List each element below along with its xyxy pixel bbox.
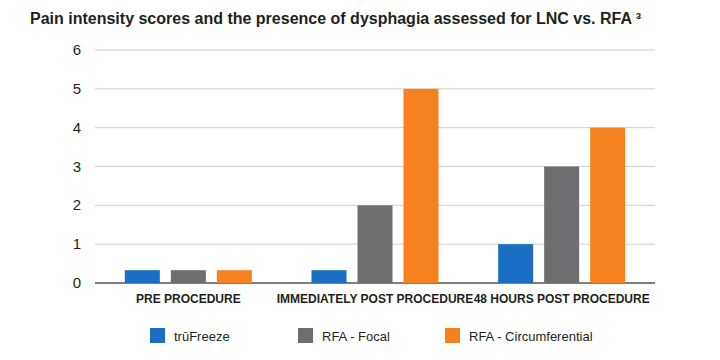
chart-container: Pain intensity scores and the presence o… — [0, 0, 720, 360]
y-tick-label: 0 — [73, 274, 81, 291]
bar — [217, 270, 252, 283]
bars — [125, 89, 625, 283]
y-tick-label: 2 — [73, 196, 81, 213]
y-tick-label: 3 — [73, 158, 81, 175]
bar — [590, 128, 625, 283]
legend-label: trūFreeze — [174, 329, 230, 344]
legend-label: RFA - Focal — [322, 329, 390, 344]
grid-line — [95, 127, 655, 128]
grid-line — [95, 50, 655, 51]
legend-swatch — [150, 328, 165, 343]
bar — [171, 270, 206, 283]
bar — [544, 167, 579, 284]
y-tick-label: 1 — [73, 235, 81, 252]
y-tick-label: 4 — [73, 119, 81, 136]
y-tick-label: 5 — [73, 80, 81, 97]
bar — [358, 205, 393, 283]
bar — [312, 270, 347, 283]
y-tick-label: 6 — [73, 41, 81, 58]
legend-swatch — [298, 328, 313, 343]
bar — [404, 89, 439, 283]
bar — [125, 270, 160, 283]
chart-svg: Pain intensity scores and the presence o… — [0, 0, 720, 360]
chart-title: Pain intensity scores and the presence o… — [30, 10, 641, 27]
x-tick-label: PRE PROCEDURE — [136, 292, 241, 306]
x-tick-label: 48 HOURS POST PROCEDURE — [474, 292, 650, 306]
bar — [498, 244, 533, 283]
grid-line — [95, 88, 655, 89]
grid — [95, 50, 655, 283]
legend-swatch — [445, 328, 460, 343]
legend-label: RFA - Circumferential — [469, 329, 593, 344]
x-tick-label: IMMEDIATELY POST PROCEDURE — [277, 292, 473, 306]
legend: trūFreeze RFA - Focal RFA - Circumferentia… — [150, 328, 593, 344]
